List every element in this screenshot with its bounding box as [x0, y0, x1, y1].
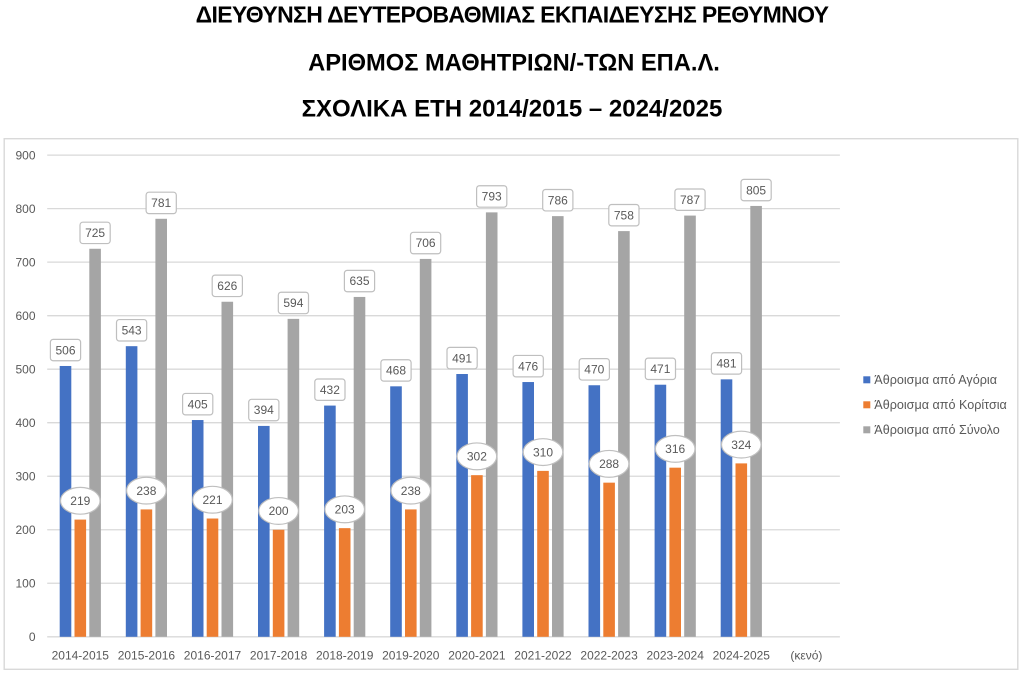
svg-text:635: 635 [349, 274, 369, 288]
svg-text:ΣΧΟΛΙΚΑ ΕΤΗ 2014/2015 – 2024/2: ΣΧΟΛΙΚΑ ΕΤΗ 2014/2015 – 2024/2025 [302, 96, 723, 123]
svg-text:2021-2022: 2021-2022 [514, 649, 572, 663]
svg-text:543: 543 [122, 323, 142, 337]
svg-text:781: 781 [151, 196, 171, 210]
svg-text:471: 471 [650, 362, 670, 376]
svg-text:786: 786 [548, 193, 568, 207]
svg-text:600: 600 [15, 309, 35, 323]
svg-text:Άθροισμα από Αγόρια: Άθροισμα από Αγόρια [874, 373, 997, 387]
svg-text:900: 900 [15, 148, 35, 162]
svg-text:324: 324 [731, 438, 751, 452]
svg-text:2019-2020: 2019-2020 [382, 649, 440, 663]
svg-text:758: 758 [614, 208, 634, 222]
svg-text:594: 594 [283, 296, 303, 310]
svg-text:394: 394 [254, 403, 274, 417]
svg-text:2017-2018: 2017-2018 [250, 649, 308, 663]
svg-text:481: 481 [716, 357, 736, 371]
svg-text:2022-2023: 2022-2023 [580, 649, 638, 663]
svg-text:238: 238 [136, 484, 156, 498]
svg-text:238: 238 [401, 484, 421, 498]
svg-text:805: 805 [746, 183, 766, 197]
svg-text:506: 506 [55, 343, 75, 357]
svg-text:468: 468 [386, 364, 406, 378]
svg-text:476: 476 [518, 359, 538, 373]
svg-text:0: 0 [29, 630, 36, 644]
svg-text:316: 316 [665, 442, 685, 456]
svg-text:310: 310 [533, 445, 553, 459]
svg-text:2024-2025: 2024-2025 [713, 649, 771, 663]
svg-text:432: 432 [320, 383, 340, 397]
svg-text:405: 405 [188, 397, 208, 411]
svg-text:706: 706 [416, 236, 436, 250]
svg-text:203: 203 [335, 503, 355, 517]
svg-text:2015-2016: 2015-2016 [118, 649, 176, 663]
svg-text:626: 626 [217, 279, 237, 293]
svg-text:725: 725 [85, 226, 105, 240]
svg-text:Άθροισμα από Κορίτσια: Άθροισμα από Κορίτσια [874, 398, 1007, 412]
svg-text:793: 793 [482, 190, 502, 204]
svg-text:ΔΙΕΥΘΥΝΣΗ ΔΕΥΤΕΡΟΒΑΘΜΙΑΣ ΕΚΠΑΙ: ΔΙΕΥΘΥΝΣΗ ΔΕΥΤΕΡΟΒΑΘΜΙΑΣ ΕΚΠΑΙΔΕΥΣΗΣ ΡΕΘ… [196, 2, 829, 28]
svg-text:221: 221 [202, 493, 222, 507]
svg-text:470: 470 [584, 363, 604, 377]
svg-text:Άθροισμα από Σύνολο: Άθροισμα από Σύνολο [874, 423, 1000, 437]
svg-text:700: 700 [15, 255, 35, 269]
svg-text:500: 500 [15, 362, 35, 376]
svg-text:ΑΡΙΘΜΟΣ ΜΑΘΗΤΡΙΩΝ/-ΤΩΝ ΕΠΑ.Λ.: ΑΡΙΘΜΟΣ ΜΑΘΗΤΡΙΩΝ/-ΤΩΝ ΕΠΑ.Λ. [308, 50, 720, 76]
svg-text:(κενό): (κενό) [790, 649, 822, 663]
svg-text:219: 219 [70, 494, 90, 508]
svg-text:2018-2019: 2018-2019 [316, 649, 374, 663]
svg-text:2016-2017: 2016-2017 [184, 649, 242, 663]
svg-text:800: 800 [15, 202, 35, 216]
svg-text:100: 100 [15, 576, 35, 590]
svg-text:300: 300 [15, 469, 35, 483]
svg-text:200: 200 [15, 523, 35, 537]
svg-text:302: 302 [467, 450, 487, 464]
svg-text:400: 400 [15, 416, 35, 430]
svg-text:2014-2015: 2014-2015 [52, 649, 110, 663]
svg-text:2020-2021: 2020-2021 [448, 649, 506, 663]
svg-text:491: 491 [452, 351, 472, 365]
svg-text:200: 200 [269, 504, 289, 518]
svg-text:2023-2024: 2023-2024 [647, 649, 705, 663]
svg-text:288: 288 [599, 457, 619, 471]
svg-text:787: 787 [680, 193, 700, 207]
